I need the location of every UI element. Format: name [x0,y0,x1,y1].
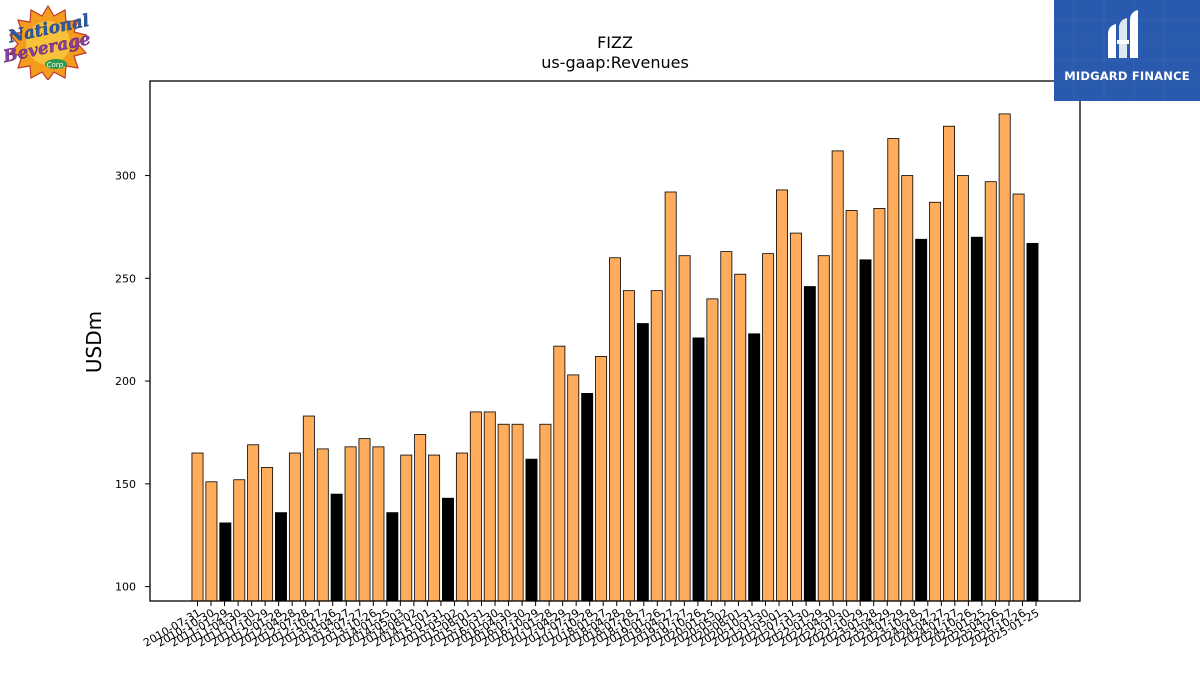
bar [469,411,482,602]
bar [789,232,802,602]
bar [539,423,552,602]
y-tick-label: 300 [115,170,136,183]
bar [650,290,663,602]
bar [581,393,594,602]
bar [1026,242,1039,602]
midgard-finance-logo: MIDGARD FINANCE [1054,0,1200,101]
chart-title: FIZZ [597,33,633,52]
bar [288,452,301,602]
bar [191,452,204,602]
bar [609,257,621,602]
svg-text:Corp.: Corp. [47,61,66,69]
bar [776,189,788,602]
bar [261,466,274,602]
bar [887,138,900,602]
bar [984,181,997,602]
bar [358,438,371,602]
bar [664,191,677,602]
bar [567,374,580,602]
bar [386,512,399,602]
bar [734,273,747,602]
plot-area-frame [149,80,1081,602]
bar [275,512,287,602]
bar [330,493,343,602]
bar [316,448,329,602]
bar [915,238,928,602]
x-axis-ticks: 2010-07-312010-10-302011-01-292011-04-30… [141,601,1042,650]
chart-subtitle: us-gaap:Revenues [541,53,689,72]
bar [762,253,775,602]
y-tick-label: 200 [115,375,136,388]
bar [205,481,218,602]
bar-series [191,113,1039,602]
bar [998,113,1011,602]
bar [803,286,816,602]
bar [372,446,385,602]
midgard-finance-wordmark: MIDGARD FINANCE [1064,69,1190,83]
bar [859,259,872,602]
bar [219,522,232,602]
bar [525,458,538,602]
bar [831,150,844,602]
bar [678,255,691,602]
bar [748,333,761,602]
bar [622,290,635,602]
bar [414,434,427,602]
bar [1012,193,1025,602]
national-beverage-logo: National Beverage Corp. [0,4,93,81]
bar [497,423,510,602]
bar [483,411,496,602]
bar [970,236,983,602]
bar [901,175,914,602]
bar [247,444,260,602]
y-tick-label: 100 [115,581,136,594]
bar [873,208,886,602]
bar [845,210,858,602]
y-tick-label: 250 [115,272,136,285]
bar [692,337,705,602]
bar [442,497,454,602]
bar [817,255,830,602]
midgard-finance-logo-mark [1054,0,1200,101]
bar [636,323,649,602]
national-beverage-logo-mark: National Beverage Corp. [0,4,93,81]
bar [428,454,441,602]
bar [943,125,955,602]
bar [400,454,413,602]
bar [233,479,246,602]
bar [595,356,608,602]
bar [956,175,969,602]
bar [302,415,315,602]
y-tick-label: 150 [115,478,136,491]
bar [511,423,524,602]
y-axis-ticks: 100 150 200 250 300 [115,170,150,594]
bar [344,446,357,602]
bar [929,201,942,602]
bar [553,345,566,602]
bar [455,452,468,602]
bar [720,251,733,602]
bar [706,298,719,602]
y-axis-label: USDm [82,311,106,373]
